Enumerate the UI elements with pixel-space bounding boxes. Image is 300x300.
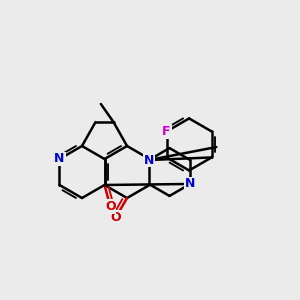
Text: N: N (54, 152, 65, 166)
Text: N: N (144, 154, 154, 166)
Text: O: O (111, 211, 121, 224)
Text: O: O (105, 200, 116, 213)
Text: F: F (162, 125, 171, 138)
Text: N: N (185, 178, 195, 190)
